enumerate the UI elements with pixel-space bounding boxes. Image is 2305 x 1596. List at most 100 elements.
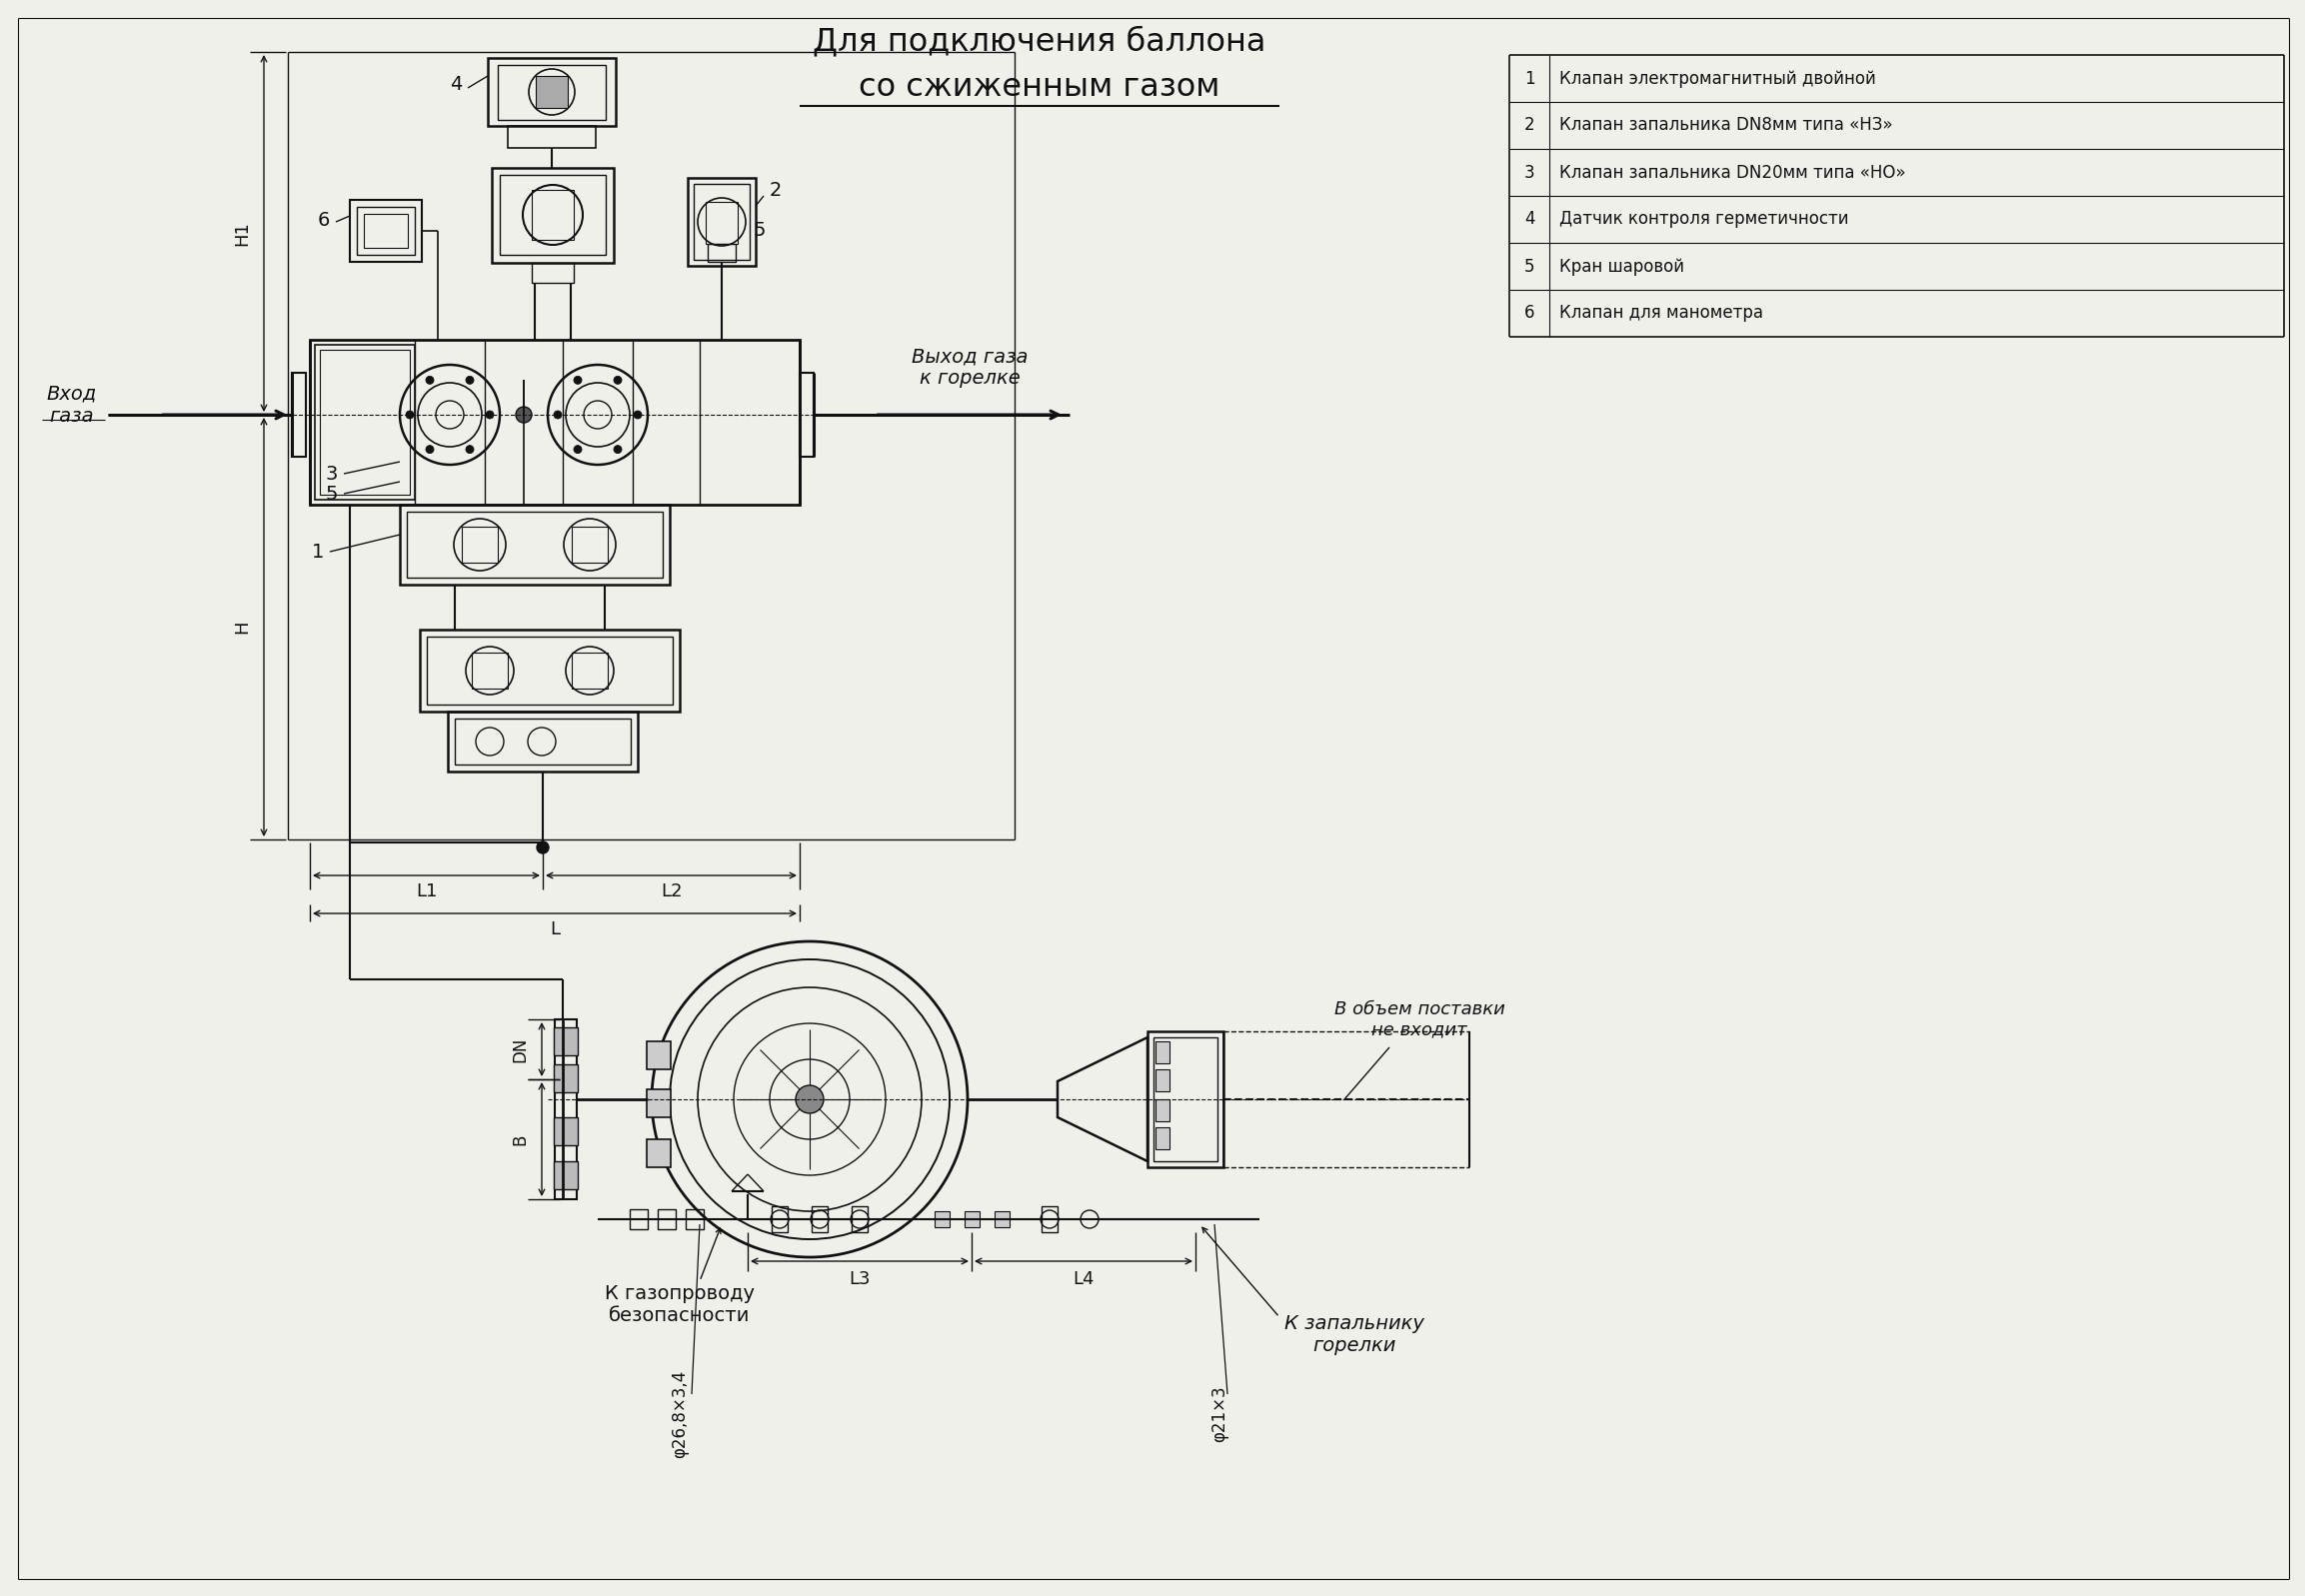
Text: 2: 2 bbox=[770, 180, 781, 200]
Bar bbox=[426, 637, 673, 704]
Circle shape bbox=[486, 410, 493, 418]
Text: 1: 1 bbox=[1524, 70, 1535, 88]
Bar bbox=[461, 527, 498, 563]
Bar bbox=[532, 190, 574, 239]
Text: L3: L3 bbox=[848, 1270, 871, 1288]
Bar bbox=[657, 1210, 675, 1229]
Text: 3: 3 bbox=[1524, 163, 1535, 182]
Bar bbox=[309, 340, 800, 504]
Circle shape bbox=[574, 445, 581, 453]
Bar bbox=[399, 504, 671, 584]
Bar bbox=[489, 57, 615, 126]
Text: φ26,8×3,4: φ26,8×3,4 bbox=[671, 1369, 689, 1459]
Text: DN: DN bbox=[512, 1037, 528, 1061]
Text: К запальнику
горелки: К запальнику горелки bbox=[1284, 1314, 1424, 1355]
Bar bbox=[553, 1162, 579, 1189]
Bar bbox=[320, 350, 410, 495]
Bar bbox=[772, 1207, 788, 1232]
Bar bbox=[694, 184, 749, 260]
Text: Выход газа
к горелке: Выход газа к горелке bbox=[910, 348, 1028, 388]
Text: 4: 4 bbox=[1524, 211, 1535, 228]
Text: L2: L2 bbox=[662, 883, 682, 900]
Circle shape bbox=[466, 445, 475, 453]
Bar bbox=[648, 1140, 671, 1167]
Bar bbox=[993, 1211, 1010, 1227]
Text: Клапан для манометра: Клапан для манометра bbox=[1558, 305, 1763, 322]
Bar bbox=[811, 1207, 827, 1232]
Bar bbox=[1152, 1037, 1217, 1162]
Bar bbox=[934, 1211, 950, 1227]
Bar bbox=[629, 1210, 648, 1229]
Circle shape bbox=[426, 377, 433, 385]
Bar bbox=[556, 1020, 576, 1199]
Bar bbox=[535, 77, 567, 109]
Bar bbox=[685, 1210, 703, 1229]
Text: L: L bbox=[551, 921, 560, 938]
Text: Для подключения баллона: Для подключения баллона bbox=[814, 27, 1265, 57]
Bar bbox=[293, 373, 307, 456]
Bar bbox=[1155, 1041, 1169, 1063]
Text: Кран шаровой: Кран шаровой bbox=[1558, 257, 1685, 276]
Bar bbox=[572, 527, 609, 563]
Text: со сжиженным газом: со сжиженным газом bbox=[860, 72, 1219, 104]
Bar bbox=[532, 263, 574, 282]
Bar bbox=[507, 126, 595, 148]
Bar bbox=[406, 512, 664, 578]
Bar bbox=[491, 168, 613, 263]
Circle shape bbox=[634, 410, 641, 418]
Text: Клапан запальника DN20мм типа «НО»: Клапан запальника DN20мм типа «НО» bbox=[1558, 163, 1906, 182]
Circle shape bbox=[795, 1085, 823, 1114]
Circle shape bbox=[537, 841, 549, 854]
Bar bbox=[553, 1028, 579, 1055]
Bar bbox=[708, 244, 735, 262]
Text: 1: 1 bbox=[311, 543, 325, 562]
Text: 2: 2 bbox=[1524, 117, 1535, 134]
Text: 6: 6 bbox=[1524, 305, 1535, 322]
Circle shape bbox=[516, 407, 532, 423]
Text: Клапан запальника DN8мм типа «НЗ»: Клапан запальника DN8мм типа «НЗ» bbox=[1558, 117, 1892, 134]
Bar bbox=[572, 653, 609, 688]
Bar bbox=[705, 201, 738, 244]
Circle shape bbox=[426, 445, 433, 453]
Text: Датчик контроля герметичности: Датчик контроля герметичности bbox=[1558, 211, 1849, 228]
Text: 5: 5 bbox=[325, 484, 339, 503]
Text: К газопроводу
безопасности: К газопроводу безопасности bbox=[604, 1283, 754, 1325]
Text: B: B bbox=[512, 1133, 528, 1144]
Bar bbox=[687, 177, 756, 267]
Bar bbox=[357, 207, 415, 255]
Bar bbox=[447, 712, 638, 771]
Text: 5: 5 bbox=[1524, 257, 1535, 276]
Circle shape bbox=[613, 377, 622, 385]
Bar bbox=[963, 1211, 980, 1227]
Text: 5: 5 bbox=[754, 220, 765, 239]
Bar bbox=[454, 718, 632, 764]
Bar bbox=[350, 200, 422, 262]
Bar bbox=[800, 373, 814, 456]
Bar bbox=[473, 653, 507, 688]
Bar bbox=[553, 1065, 579, 1092]
Bar bbox=[648, 1090, 671, 1117]
Circle shape bbox=[406, 410, 415, 418]
Text: 6: 6 bbox=[318, 211, 330, 230]
Bar bbox=[498, 65, 606, 120]
Text: L1: L1 bbox=[417, 883, 438, 900]
Bar bbox=[648, 1041, 671, 1069]
Text: H1: H1 bbox=[233, 222, 251, 246]
Text: Клапан электромагнитный двойной: Клапан электромагнитный двойной bbox=[1558, 70, 1876, 88]
Bar bbox=[553, 1117, 579, 1146]
Circle shape bbox=[466, 377, 475, 385]
Bar bbox=[1148, 1031, 1224, 1167]
Text: H: H bbox=[233, 619, 251, 634]
Bar bbox=[1042, 1207, 1058, 1232]
Bar bbox=[500, 176, 606, 255]
Text: L4: L4 bbox=[1072, 1270, 1095, 1288]
Text: φ21×3: φ21×3 bbox=[1210, 1385, 1229, 1443]
Bar bbox=[851, 1207, 867, 1232]
Bar bbox=[1155, 1069, 1169, 1092]
Bar bbox=[364, 214, 408, 247]
Text: Вход
газа: Вход газа bbox=[46, 385, 97, 425]
Text: В объем поставки
не входит: В объем поставки не входит bbox=[1335, 1001, 1505, 1039]
Bar bbox=[1155, 1100, 1169, 1122]
Bar bbox=[420, 629, 680, 712]
Text: 3: 3 bbox=[325, 464, 339, 484]
